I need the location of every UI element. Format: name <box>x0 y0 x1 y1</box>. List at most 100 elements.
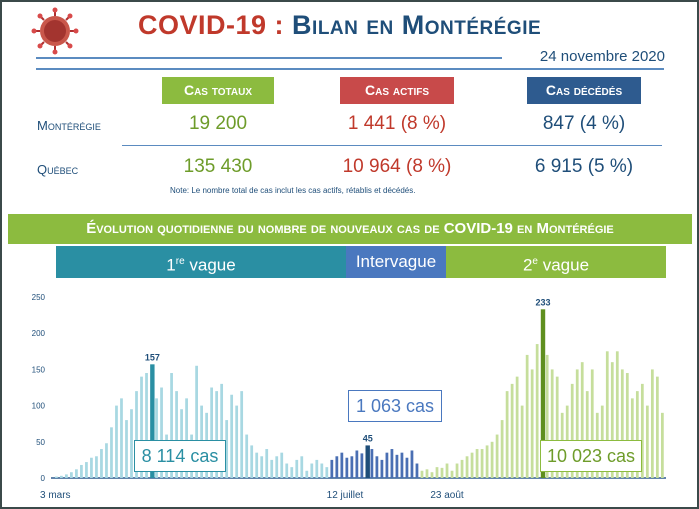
bar <box>510 383 514 478</box>
wave-2-total-box: 10 023 cas <box>540 440 642 472</box>
x-tick-label: 3 mars <box>40 490 71 501</box>
bar <box>370 449 374 478</box>
bar <box>90 457 93 478</box>
bar <box>305 470 309 478</box>
x-tick-label: 12 juillet <box>327 490 364 501</box>
bar <box>530 369 534 478</box>
row-label-monteregie: Montérégie <box>37 118 101 133</box>
bar <box>460 459 464 478</box>
bar <box>640 383 644 478</box>
bar <box>260 456 264 478</box>
wave-2-label: 2e vague <box>446 246 666 278</box>
title-rule-2 <box>36 68 664 70</box>
bar <box>525 354 529 478</box>
bar <box>320 463 324 478</box>
peak-bar <box>365 445 370 478</box>
bar <box>300 456 304 478</box>
bar <box>115 405 118 478</box>
bar <box>625 373 629 478</box>
header-cas-totaux: Cas totaux <box>162 77 274 104</box>
bar <box>400 452 404 478</box>
peak-label: 233 <box>535 297 550 307</box>
row-separator <box>122 145 662 146</box>
bar <box>75 469 78 478</box>
bar <box>345 457 349 478</box>
peak-label: 157 <box>145 352 160 362</box>
bar <box>275 456 279 478</box>
bar <box>145 373 148 478</box>
bar <box>245 434 249 478</box>
bar <box>265 449 269 478</box>
bar <box>120 398 123 478</box>
bar <box>390 449 394 478</box>
wave-2-text: vague <box>537 255 590 275</box>
virus-icon <box>31 7 79 55</box>
bar <box>620 369 624 478</box>
bar <box>355 450 359 478</box>
bar <box>95 456 98 478</box>
bar <box>225 420 229 478</box>
bar <box>430 472 434 478</box>
row-label-quebec: Québec <box>37 162 79 177</box>
bar <box>340 452 344 478</box>
bar <box>110 427 113 478</box>
wave-1-text: vague <box>184 255 236 275</box>
bar <box>195 365 198 478</box>
title-rule <box>36 57 502 59</box>
section-title: Évolution quotidienne du nombre de nouve… <box>8 214 692 244</box>
bar <box>455 463 459 478</box>
bar <box>135 391 138 478</box>
bar <box>650 369 654 478</box>
bar <box>535 344 539 478</box>
bar <box>630 398 634 478</box>
bar <box>290 467 294 478</box>
bar <box>635 391 639 478</box>
bar <box>380 459 384 478</box>
bar <box>465 456 469 478</box>
peak-label: 45 <box>363 433 373 443</box>
bar <box>105 443 108 478</box>
bar <box>585 391 589 478</box>
bar <box>660 412 664 478</box>
bar <box>255 452 259 478</box>
bar <box>215 391 219 478</box>
bar <box>395 454 399 478</box>
bar <box>310 463 314 478</box>
bar <box>445 463 449 478</box>
bar <box>170 373 173 478</box>
bar <box>570 383 574 478</box>
bar <box>280 452 284 478</box>
peak-bar <box>540 309 546 478</box>
bar <box>435 467 439 478</box>
bar <box>645 405 649 478</box>
bar <box>580 362 584 478</box>
bar <box>590 369 594 478</box>
bar <box>100 449 103 478</box>
title-bilan: Bilan en Montérégie <box>292 10 542 40</box>
bar <box>420 470 424 478</box>
bar <box>485 445 489 478</box>
wave-2-num: 2 <box>522 255 533 275</box>
bar <box>500 420 504 478</box>
y-tick-label: 200 <box>32 329 46 338</box>
intervague-total-box: 1 063 cas <box>348 390 442 422</box>
wave-1-num: 1 <box>166 255 176 275</box>
page-title: COVID-19 : Bilan en Montérégie <box>138 10 541 41</box>
wave-1-label: 1re vague <box>56 246 346 278</box>
bar <box>385 452 389 478</box>
header-cas-decedes: Cas décédés <box>527 77 641 104</box>
bar <box>480 449 484 478</box>
bar <box>505 391 509 478</box>
bar <box>610 362 614 478</box>
bar <box>450 470 454 478</box>
title-covid: COVID-19 : <box>138 10 285 40</box>
bar <box>520 405 524 478</box>
bar <box>550 369 554 478</box>
header-cas-actifs: Cas actifs <box>340 77 454 104</box>
bar <box>325 467 329 478</box>
bar <box>405 457 409 478</box>
quebec-cas-totaux: 135 430 <box>183 156 253 177</box>
bar <box>85 462 88 478</box>
bar <box>440 467 444 478</box>
bar <box>70 472 73 478</box>
